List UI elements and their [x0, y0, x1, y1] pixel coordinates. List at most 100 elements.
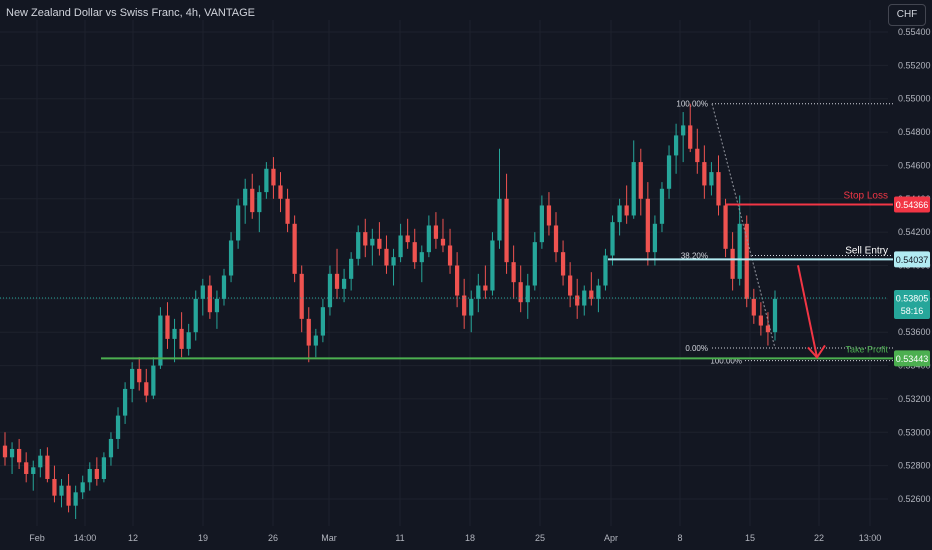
candle [384, 235, 389, 274]
candle [52, 465, 57, 503]
take-profit-text: Take Profit [845, 344, 888, 354]
y-tick-label: 0.55000 [898, 94, 931, 104]
candle-body [673, 135, 679, 156]
candle-body [24, 462, 29, 474]
svg-text:0.54037: 0.54037 [896, 255, 929, 265]
candle [38, 448, 43, 478]
candle [257, 185, 262, 233]
candle-body [271, 168, 276, 186]
candle-body [709, 172, 714, 186]
x-tick-label: 15 [745, 533, 755, 543]
candle [483, 265, 488, 299]
candle-body [405, 235, 410, 243]
candle-body [391, 257, 396, 266]
candle [228, 232, 234, 283]
candle-body [341, 278, 347, 289]
candle [24, 452, 29, 483]
candle-body [610, 222, 615, 256]
candle-body [497, 198, 502, 241]
candle-body [257, 192, 262, 213]
svg-text:0.53443: 0.53443 [896, 354, 929, 364]
candle-body [631, 162, 636, 216]
candle-body [207, 285, 212, 313]
candle-body [433, 225, 439, 239]
candle [560, 240, 566, 286]
candle [666, 145, 672, 199]
candle-body [723, 205, 728, 249]
candle [108, 432, 114, 466]
candle-body [264, 168, 269, 193]
candle-body [122, 388, 128, 416]
candle [497, 148, 502, 249]
candle [532, 232, 537, 291]
fib-level-label: 0.00% [685, 344, 708, 353]
candle-body [532, 242, 537, 286]
candle-body [151, 365, 156, 396]
candle [454, 252, 460, 308]
candle [610, 215, 615, 266]
candle-body [334, 273, 340, 289]
candle-body [744, 223, 749, 299]
x-tick-label: Feb [29, 533, 45, 543]
candle [730, 232, 735, 291]
candle-body [313, 335, 318, 346]
candle [313, 328, 318, 358]
candle-body [31, 467, 36, 474]
price-axis[interactable]: 0.554000.552000.550000.548000.546000.544… [894, 27, 931, 504]
candle [363, 218, 368, 258]
candle-body [87, 468, 92, 483]
candle-body [186, 332, 191, 349]
grid-lines [0, 20, 888, 526]
stop-loss-price-tag: 0.54366 [894, 196, 930, 213]
candle-body [659, 188, 665, 224]
candle-body [278, 185, 283, 199]
currency-button[interactable]: CHF [888, 4, 926, 26]
candle-body [447, 245, 453, 266]
candle [200, 278, 205, 316]
candle [264, 162, 269, 199]
time-axis[interactable]: Feb 14:00 12 19 26 Mar 11 18 25 Apr 8 15 22 13:00 [29, 533, 881, 543]
candle [553, 212, 559, 263]
candle-body [221, 275, 227, 299]
candle [236, 198, 241, 249]
candle [525, 273, 530, 319]
candle [596, 278, 601, 313]
y-tick-label: 0.53200 [898, 394, 931, 404]
candle-body [737, 223, 742, 279]
candle-body [412, 242, 417, 263]
candle-body [193, 298, 198, 333]
candle-body [363, 232, 368, 246]
candle-body [582, 290, 587, 306]
candle [243, 178, 248, 224]
candle [377, 222, 382, 256]
candle-body [511, 262, 516, 283]
candle [66, 473, 71, 513]
candle [462, 278, 467, 329]
candle [130, 362, 135, 403]
candle-body [419, 252, 424, 263]
candle [172, 318, 177, 363]
candle-body [377, 238, 382, 249]
candle-body [758, 315, 763, 326]
x-tick-label: 25 [535, 533, 545, 543]
candle-body [765, 325, 771, 333]
candle-body [115, 415, 121, 439]
candle [695, 128, 700, 174]
candle-body [384, 248, 389, 266]
candle [617, 198, 622, 236]
candle-body [624, 205, 629, 216]
candle [426, 215, 431, 258]
candle [744, 215, 749, 308]
x-tick-label: 12 [128, 533, 138, 543]
candle [59, 478, 64, 508]
x-tick-label: Mar [321, 533, 337, 543]
candle-body [440, 238, 446, 246]
y-tick-label: 0.54800 [898, 127, 931, 137]
x-tick-label: 26 [268, 533, 278, 543]
fib-level-label: 100.00% [676, 100, 708, 109]
candle [80, 475, 85, 499]
candle-body [327, 273, 333, 308]
candle [469, 290, 474, 333]
candle [433, 212, 439, 249]
